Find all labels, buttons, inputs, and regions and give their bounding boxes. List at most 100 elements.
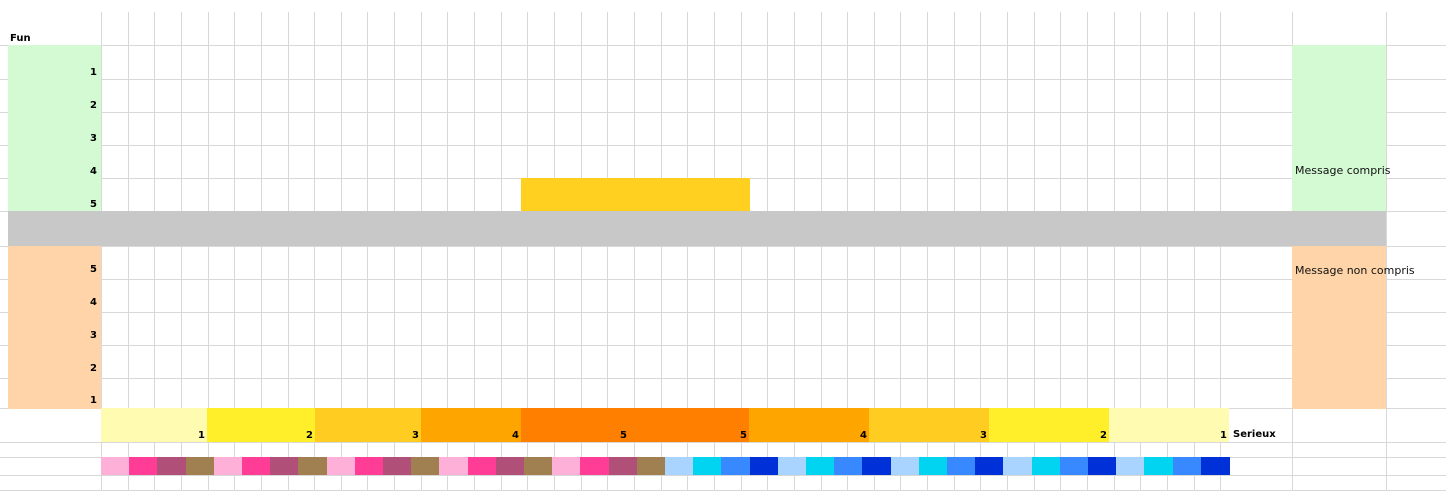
grid-row-line [0,442,1446,443]
serieux-label: Serieux [1233,429,1276,440]
color-swatch [890,457,920,475]
grid-column-line [474,12,475,491]
color-swatch [777,457,807,475]
grid-column-line [1034,12,1035,491]
scale-cell: 5 [629,408,749,442]
color-swatch [806,457,835,475]
grid-column-line [101,12,102,491]
grid-column-line [1140,12,1141,491]
grid-column-line [447,12,448,491]
grid-column-line [714,12,715,491]
scale-value: 2 [306,430,313,441]
grid-column-line [288,12,289,491]
serious-row-label: 3 [90,330,97,341]
color-swatch [270,457,300,475]
color-swatch [693,457,723,475]
scale-cell: 5 [521,408,629,442]
color-swatch [1200,457,1230,475]
grid-column-line [687,12,688,491]
color-swatch [157,457,187,475]
grid-column-line [1114,12,1115,491]
grid-row-line [0,145,1446,146]
color-swatch [665,457,694,475]
color-swatch [947,457,976,475]
serious-row-label: 1 [90,395,97,406]
grid-column-line [128,12,129,491]
scale-cell: 4 [421,408,521,442]
grid-column-line [1386,12,1387,491]
scale-value: 4 [860,430,867,441]
scale-cell: 4 [749,408,869,442]
color-swatch [1003,457,1033,475]
scale-value: 3 [980,430,987,441]
grid-column-line [980,12,981,491]
color-swatch [354,457,384,475]
scale-cell: 3 [869,408,989,442]
divider-bar [8,211,1386,246]
color-swatch [439,457,469,475]
color-swatch [129,457,159,475]
message-non-compris-band [1292,246,1386,409]
message-compris-label: Message compris [1295,164,1391,177]
color-swatch [608,457,638,475]
message-non-compris-label: Message non compris [1295,264,1415,277]
grid-column-line [767,12,768,491]
grid-column-line [847,12,848,491]
fun-row-label: 4 [90,166,97,177]
grid-column-line [1167,12,1168,491]
grid-row-line [0,112,1446,113]
color-swatch [1144,457,1174,475]
grid-column-line [367,12,368,491]
grid-column-line [927,12,928,491]
color-swatch [467,457,497,475]
grid-column-line [607,12,608,491]
message-compris-band [1292,45,1386,211]
grid-column-line [581,12,582,491]
color-swatch [1116,457,1146,475]
grid-row-line [0,345,1446,346]
scale-value: 5 [740,430,747,441]
grid-column-line [900,12,901,491]
grid-column-line [821,12,822,491]
scale-value: 5 [620,430,627,441]
color-swatch [326,457,356,475]
scale-value: 4 [512,430,519,441]
grid-column-line [1007,12,1008,491]
color-swatch [524,457,553,475]
fun-row-label: 3 [90,133,97,144]
grid-row-line [0,279,1446,280]
color-swatch [185,457,215,475]
scale-value: 1 [198,430,205,441]
grid-column-line [421,12,422,491]
scale-cell: 2 [207,408,315,442]
color-swatch [552,457,582,475]
serious-row-label: 4 [90,297,97,308]
color-swatch [213,457,243,475]
grid-column-line [261,12,262,491]
grid-row-line [0,312,1446,313]
color-swatch [749,457,779,475]
color-swatch [918,457,948,475]
grid-column-line [634,12,635,491]
color-swatch [1031,457,1061,475]
highlight-block [521,178,750,211]
color-swatch [1059,457,1089,475]
color-swatch [975,457,1005,475]
color-swatch [242,457,271,475]
color-swatch [298,457,328,475]
serious-side-band [8,246,101,409]
grid-column-line [181,12,182,491]
scale-cell: 1 [1109,408,1229,442]
fun-row-label: 1 [90,67,97,78]
grid-column-line [1087,12,1088,491]
color-swatch [862,457,892,475]
grid-column-line [661,12,662,491]
grid-column-line [741,12,742,491]
scale-cell: 2 [989,408,1109,442]
serious-row-label: 5 [90,264,97,275]
scale-value: 2 [1100,430,1107,441]
fun-label: Fun [10,33,31,44]
color-swatch [721,457,751,475]
grid-column-line [554,12,555,491]
